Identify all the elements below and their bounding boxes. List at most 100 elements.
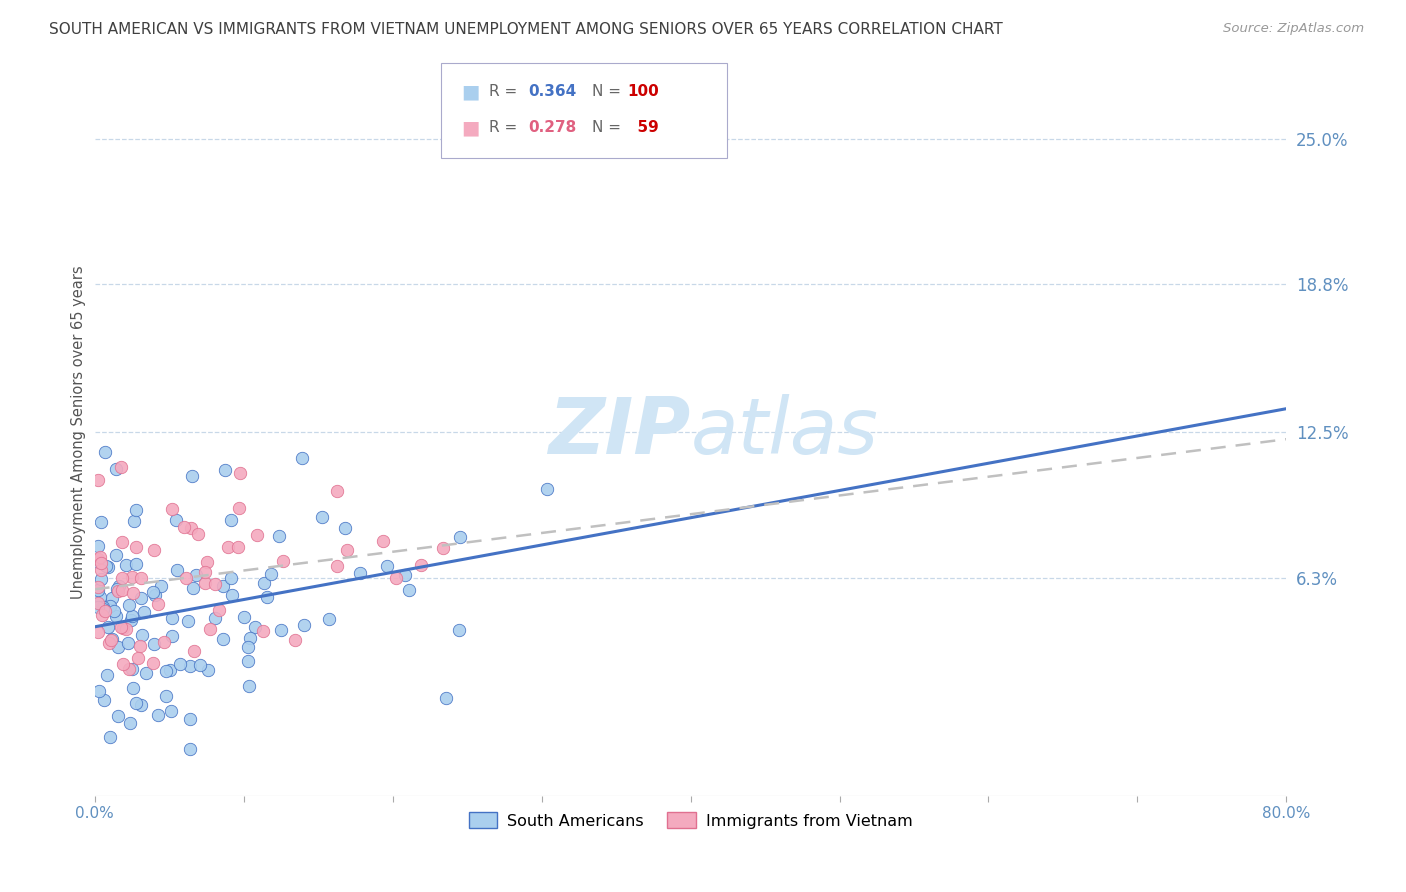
Point xyxy=(226,540,249,554)
Point xyxy=(90,556,112,570)
Point xyxy=(371,533,394,548)
Point xyxy=(114,558,136,573)
Point xyxy=(107,583,129,598)
Point xyxy=(120,613,142,627)
Point xyxy=(86,580,108,594)
Point xyxy=(160,705,183,719)
Point xyxy=(291,450,314,465)
Point xyxy=(239,631,262,645)
Point xyxy=(86,555,108,569)
Text: R =: R = xyxy=(489,120,523,135)
Point xyxy=(221,588,243,602)
Point xyxy=(150,578,173,592)
Point xyxy=(111,582,134,597)
Point xyxy=(89,591,111,605)
Point xyxy=(232,609,254,624)
Y-axis label: Unemployment Among Seniors over 65 years: Unemployment Among Seniors over 65 years xyxy=(72,265,86,599)
Point xyxy=(325,559,347,574)
Point xyxy=(177,614,200,628)
Point xyxy=(111,571,134,585)
Point xyxy=(194,576,217,591)
Point xyxy=(252,624,274,638)
Point xyxy=(411,558,433,572)
Point xyxy=(110,460,132,475)
Point xyxy=(198,622,221,636)
Text: 100: 100 xyxy=(627,85,659,99)
Point xyxy=(142,585,165,599)
Text: R =: R = xyxy=(489,85,523,99)
Point xyxy=(98,599,121,613)
Point xyxy=(173,520,195,534)
Point xyxy=(349,566,371,581)
Point xyxy=(135,665,157,680)
Point xyxy=(103,604,125,618)
Point xyxy=(166,563,188,577)
Point xyxy=(129,698,152,712)
Point xyxy=(118,662,141,676)
Point xyxy=(197,663,219,677)
Point xyxy=(142,637,165,651)
Text: ■: ■ xyxy=(461,82,479,102)
Legend: South Americans, Immigrants from Vietnam: South Americans, Immigrants from Vietnam xyxy=(463,805,920,835)
Text: N =: N = xyxy=(592,120,621,135)
Point xyxy=(100,730,122,744)
Point xyxy=(107,640,129,654)
Point xyxy=(125,540,148,554)
Point xyxy=(121,662,143,676)
Point xyxy=(146,707,169,722)
Point xyxy=(90,515,112,529)
Point xyxy=(160,502,183,516)
Point xyxy=(152,635,174,649)
Point xyxy=(336,542,359,557)
Point xyxy=(101,591,124,606)
Point xyxy=(194,565,217,579)
Point xyxy=(246,527,269,541)
Point xyxy=(160,629,183,643)
Point xyxy=(111,534,134,549)
Point xyxy=(89,549,111,564)
Point xyxy=(96,667,118,681)
Point xyxy=(89,683,111,698)
Point xyxy=(449,530,471,544)
Point xyxy=(104,548,127,562)
Point xyxy=(110,620,132,634)
Point xyxy=(207,603,229,617)
Point xyxy=(174,571,197,585)
Point xyxy=(271,554,294,568)
Point xyxy=(260,566,283,581)
Point xyxy=(217,540,239,554)
Point xyxy=(125,696,148,710)
Point xyxy=(204,577,226,591)
Point xyxy=(434,690,457,705)
Point xyxy=(131,627,153,641)
Point xyxy=(129,571,152,585)
Point xyxy=(243,620,266,634)
Point xyxy=(326,483,349,498)
Point xyxy=(238,679,260,693)
Point xyxy=(121,570,143,584)
Text: ZIP: ZIP xyxy=(548,394,690,470)
Point xyxy=(333,521,356,535)
Point xyxy=(169,657,191,672)
Point xyxy=(87,551,110,566)
Point xyxy=(115,622,138,636)
Point xyxy=(181,581,204,595)
Point xyxy=(432,541,454,555)
Point xyxy=(97,559,120,574)
Point xyxy=(86,474,108,488)
Point xyxy=(179,712,201,726)
Point xyxy=(212,632,235,646)
Point xyxy=(187,527,209,541)
Point xyxy=(270,623,292,637)
Text: 59: 59 xyxy=(627,120,659,135)
Point xyxy=(375,559,398,574)
Point xyxy=(96,559,118,574)
Point xyxy=(104,609,127,624)
Point xyxy=(118,598,141,612)
Point xyxy=(228,501,250,516)
Point xyxy=(179,659,201,673)
Point xyxy=(318,612,340,626)
Point xyxy=(86,582,108,597)
Point xyxy=(93,693,115,707)
Point xyxy=(93,604,115,618)
